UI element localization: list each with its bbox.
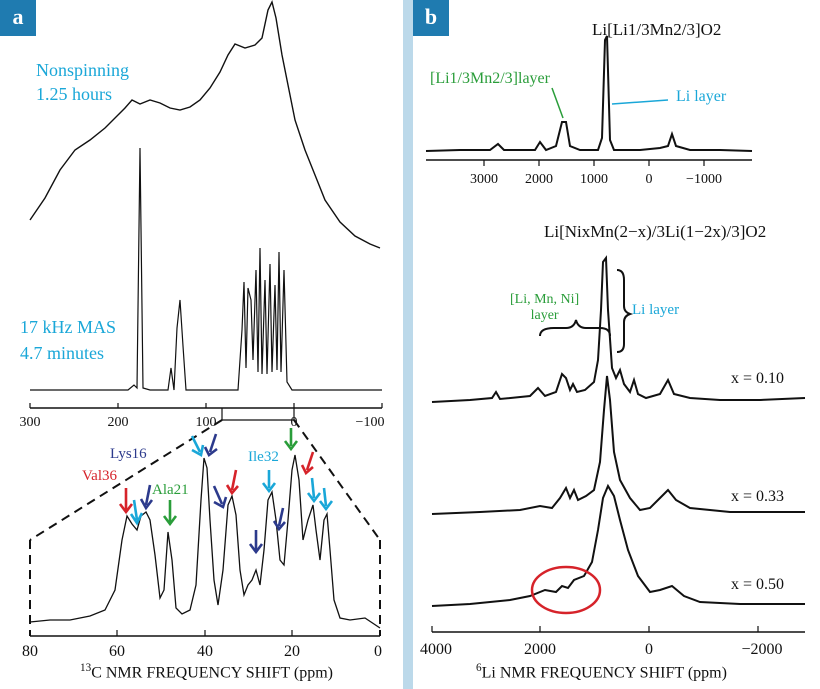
x-label-0.10: x = 0.10: [731, 370, 785, 387]
peak-arrows: [118, 428, 334, 555]
spectrum-x-0.10: [431, 255, 806, 403]
arrow-green-ala21: [162, 500, 178, 527]
x-axis-label-b-isotope: 6: [476, 662, 482, 674]
highlight-circle: [530, 565, 602, 615]
formula-nimn: Li[NixMn(2−x)/3Li(1−2x)/3]O2: [544, 222, 767, 241]
formula-li2mno3: Li[Li1/3Mn2/3]O2: [592, 20, 721, 40]
x-label-0.50: x = 0.50: [731, 576, 785, 593]
tick-a-top-100: 100: [196, 415, 217, 430]
bracket-li-mn-ni-layer: [539, 319, 611, 337]
zoom-line-right: [293, 419, 381, 541]
nonspinning-line1: Nonspinning: [36, 60, 130, 80]
arrow-cyan-ile32: [261, 470, 277, 494]
arrow-navy-4: [248, 530, 264, 555]
bracket-label-line1: [Li, Mn, Ni]: [510, 292, 580, 307]
arrow-navy-2: [203, 433, 218, 457]
nonspinning-line2: 1.25 hours: [36, 84, 112, 104]
panel-a-tag: a: [0, 0, 36, 36]
arrow-red-val36: [118, 488, 134, 515]
arrow-cyan-1: [129, 499, 144, 526]
panel-divider: [403, 0, 413, 689]
x-axis-label-b: 6Li NMR FREQUENCY SHIFT (ppm): [476, 662, 727, 682]
tick-a-bot-40: 40: [197, 643, 213, 660]
tick-b-top-2000: 2000: [525, 172, 553, 187]
x-axis-label-a: 13C NMR FREQUENCY SHIFT (ppm): [80, 662, 333, 682]
x-label-0.33: x = 0.33: [731, 488, 785, 505]
x-axis-label-a-text: C NMR FREQUENCY SHIFT (ppm): [91, 664, 333, 682]
tick-b-top-1000: 1000: [580, 172, 608, 187]
tick-a-bot-0: 0: [374, 643, 382, 660]
label-li-layer-mid: Li layer: [632, 302, 680, 318]
formula-li2mno3-text: Li[Li1/3Mn2/3]O2: [592, 20, 722, 39]
tick-a-top-minus100: −100: [356, 415, 385, 430]
tick-a-top-300: 300: [20, 415, 41, 430]
label-val36: Val36: [82, 468, 117, 484]
tick-b-top-0: 0: [646, 172, 653, 187]
expansion-marker: [221, 408, 295, 421]
x-axis-label-b-text: Li NMR FREQUENCY SHIFT (ppm): [481, 664, 727, 682]
mas-line1: 17 kHz MAS: [20, 317, 117, 337]
tick-b-bot-4000: 4000: [420, 641, 452, 658]
tick-a-bot-80: 80: [22, 643, 38, 660]
arrow-cyan-2: [190, 435, 205, 458]
tick-a-bot-60: 60: [109, 643, 125, 660]
spectrum-x-0.50: [431, 483, 805, 607]
arrow-navy-lys16: [139, 484, 154, 511]
panel-b-tag: b: [413, 0, 449, 36]
x-axis-label-a-isotope: 13: [80, 662, 92, 674]
label-ala21: Ala21: [152, 482, 189, 498]
tick-b-top-minus1000: −1000: [686, 172, 722, 187]
arrow-cyan-3: [306, 477, 322, 504]
top-axis-a-ticks: [29, 403, 383, 408]
mas-line2: 4.7 minutes: [20, 343, 104, 363]
arrow-navy-5: [272, 507, 286, 532]
nonspinning-spectrum: [29, 0, 381, 249]
arrow-red-2: [225, 469, 239, 496]
tick-b-bot-0: 0: [645, 641, 653, 658]
arrow-cyan-4: [318, 487, 334, 512]
label-ile32: Ile32: [248, 449, 279, 465]
top-axis-b-ticks: [483, 160, 705, 166]
tick-a-top-200: 200: [108, 415, 129, 430]
tick-b-bot-minus2000: −2000: [741, 641, 782, 658]
cyan-pointer: [611, 99, 669, 105]
li2mno3-spectrum: [425, 35, 753, 152]
green-pointer: [551, 87, 564, 119]
bottom-axis-b-ticks: [431, 626, 759, 632]
zoom-line-left: [29, 419, 223, 541]
arrow-red-3: [300, 451, 315, 476]
arrow-green-2: [283, 428, 299, 452]
label-li-mn-layer: [Li1/3Mn2/3]layer: [430, 70, 550, 87]
tick-a-bot-20: 20: [284, 643, 300, 660]
mas-label: 17 kHz MAS 4.7 minutes: [20, 314, 116, 366]
tick-b-bot-2000: 2000: [524, 641, 556, 658]
label-lys16: Lys16: [110, 446, 147, 462]
nonspinning-label: Nonspinning 1.25 hours: [36, 58, 129, 106]
label-li-layer-top: Li layer: [676, 88, 727, 105]
brace-li-layer: [616, 269, 634, 353]
spectrum-x-0.33: [431, 375, 805, 515]
arrow-navy-3: [212, 485, 228, 509]
tick-a-top-0: 0: [291, 415, 298, 430]
bracket-label-line2: layer: [530, 308, 559, 323]
label-li-mn-ni-layer: [Li, Mn, Ni] layer: [510, 292, 579, 324]
bottom-axis-a-ticks: [29, 630, 381, 636]
tick-b-top-3000: 3000: [470, 172, 498, 187]
mas-spectrum: [30, 147, 382, 391]
